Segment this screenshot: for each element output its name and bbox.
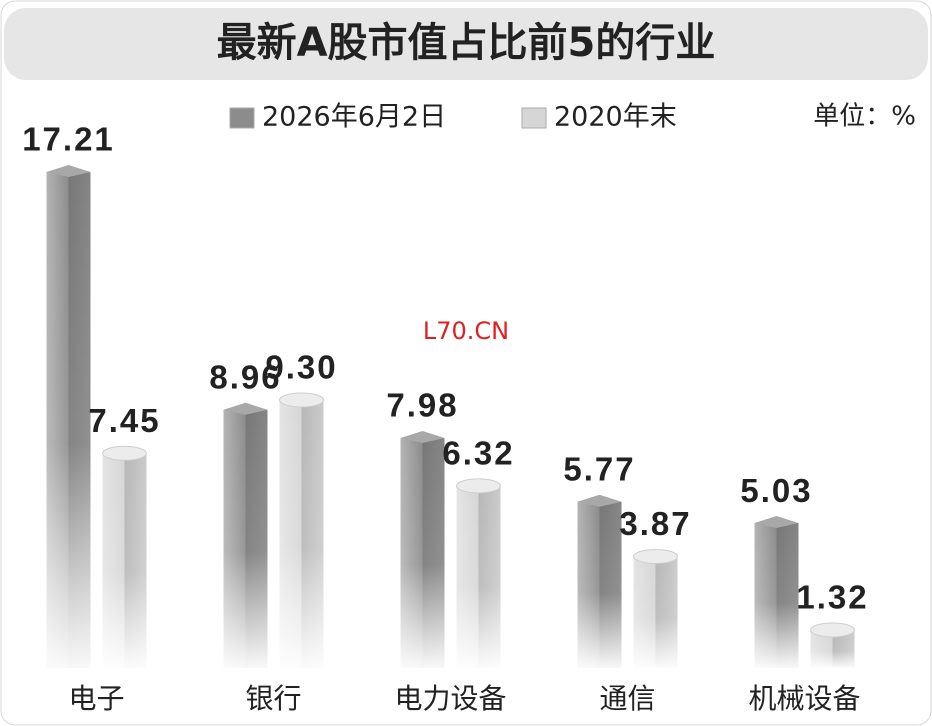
legend-swatch — [229, 107, 255, 129]
value-label: 5.77 — [563, 450, 635, 487]
value-label: 8.96 — [209, 358, 281, 395]
bar-fade — [102, 453, 147, 668]
bar-fade — [456, 485, 501, 668]
x-tick-label: 银行 — [245, 682, 301, 715]
bar-cap — [577, 494, 622, 507]
bar-fade — [400, 438, 445, 668]
value-label: 5.03 — [740, 472, 812, 509]
title-banner — [4, 8, 928, 80]
bar-cap — [633, 548, 678, 564]
bar-cap — [279, 392, 324, 408]
bar-fade — [633, 556, 678, 668]
x-tick-label: 机械设备 — [748, 682, 860, 715]
x-tick-label: 电力设备 — [394, 682, 506, 715]
value-label: 6.32 — [442, 435, 514, 472]
bar-fade — [279, 399, 324, 668]
chart-title: 最新A股市值占比前5的行业 — [217, 20, 716, 66]
bar-cap — [456, 478, 501, 494]
bar-cap — [754, 516, 799, 529]
bar-cap — [223, 402, 268, 415]
bar-cap — [46, 165, 91, 177]
value-label: 7.45 — [88, 402, 160, 439]
unit-label: 单位：% — [813, 102, 916, 132]
bar-fade — [223, 409, 268, 668]
x-tick-label: 通信 — [599, 682, 655, 715]
watermark: L70.CN — [423, 317, 509, 345]
value-label: 7.98 — [386, 387, 458, 424]
value-label: 1.32 — [796, 579, 868, 616]
bar-cap — [400, 431, 445, 444]
bar-cap — [102, 445, 147, 461]
bar-fade — [577, 501, 622, 668]
legend-swatch — [521, 107, 547, 129]
value-label: 3.87 — [619, 505, 691, 542]
value-label: 9.30 — [265, 349, 337, 386]
bar-cap — [810, 622, 855, 638]
legend-label: 2020年末 — [554, 102, 677, 133]
legend-label: 2026年6月2日 — [262, 102, 446, 133]
x-tick-label: 电子 — [68, 682, 124, 715]
bar-fade — [754, 523, 799, 668]
value-label: 17.21 — [22, 121, 115, 158]
bar-fade — [46, 172, 91, 668]
